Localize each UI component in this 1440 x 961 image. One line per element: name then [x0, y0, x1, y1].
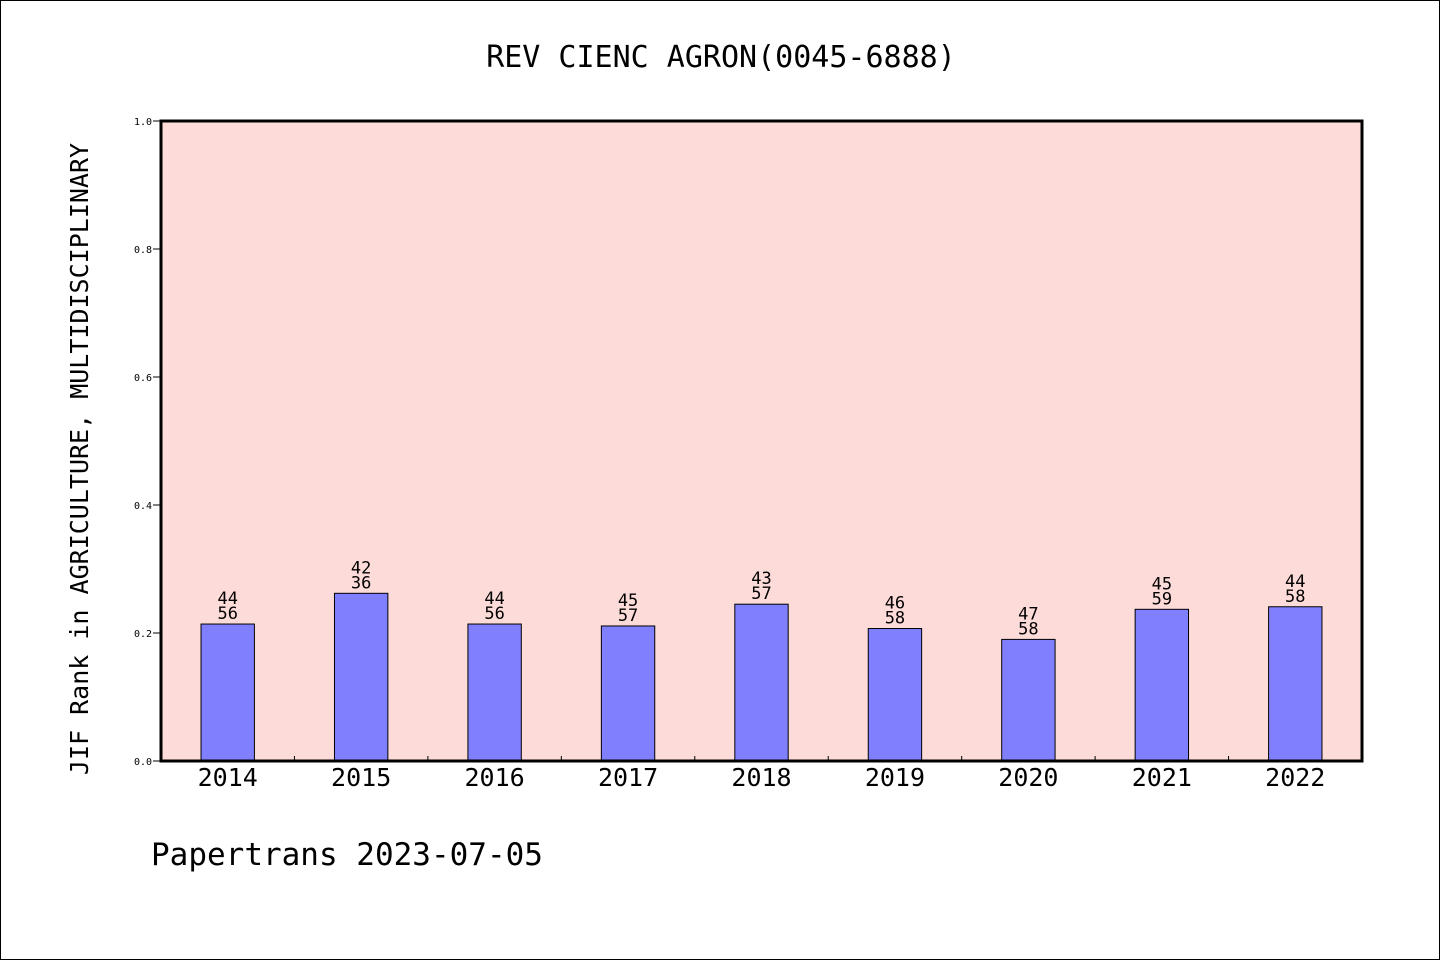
bar-total-label: 57 — [618, 606, 638, 626]
bar-total-label: 57 — [751, 584, 771, 604]
bar-2015 — [333, 592, 389, 762]
x-tick-label: 2017 — [598, 763, 658, 792]
bar-rank-label: 45 — [618, 591, 638, 611]
footer-credit: Papertrans 2023-07-05 — [151, 837, 543, 873]
x-tick-label: 2014 — [198, 763, 258, 792]
y-axis-label: JIF Rank in AGRICULTURE, MULTIDISCIPLINA… — [65, 143, 94, 775]
y-axis: 0.0 0.2 0.4 0.6 0.8 1.0 — [134, 117, 161, 768]
bar-2019 — [867, 628, 923, 762]
x-axis: 2014 2015 2016 2017 2018 2019 2020 2021 2022 — [198, 756, 1325, 792]
y-tick-label: 0.8 — [134, 245, 152, 256]
x-tick-label: 2015 — [331, 763, 391, 792]
bar-total-label: 56 — [217, 604, 237, 624]
y-tick-label: 0.0 — [134, 757, 152, 768]
bar-rank-label: 47 — [1018, 604, 1038, 624]
y-tick-label: 0.6 — [134, 373, 152, 384]
bar-rank-label: 42 — [351, 558, 371, 578]
bar-2018 — [734, 603, 789, 762]
bar-2020 — [1001, 638, 1056, 762]
bar-total-label: 59 — [1152, 589, 1172, 609]
x-tick-label: 2019 — [865, 763, 925, 792]
bar-2022 — [1268, 606, 1323, 762]
x-tick-label: 2021 — [1132, 763, 1192, 792]
bar-2016 — [467, 623, 522, 762]
bar-total-label: 58 — [1285, 587, 1305, 607]
bar-rank-label: 45 — [1152, 574, 1172, 594]
bar-total-label: 36 — [351, 573, 371, 593]
bar-2014 — [200, 623, 255, 762]
y-tick-label: 1.0 — [134, 117, 152, 128]
bar-2021 — [1134, 608, 1190, 762]
x-tick-label: 2022 — [1265, 763, 1325, 792]
bar-rank-label: 44 — [217, 589, 237, 609]
plot-border — [159, 119, 1364, 763]
bar-rank-label: 46 — [885, 594, 905, 614]
bar-rank-label: 43 — [751, 569, 771, 589]
bar-2017 — [600, 625, 656, 762]
x-tick-label: 2016 — [465, 763, 525, 792]
bar-total-label: 56 — [484, 604, 504, 624]
x-tick-label: 2020 — [998, 763, 1058, 792]
y-tick-label: 0.4 — [134, 501, 152, 512]
chart-title: REV CIENC AGRON(0045-6888) — [486, 40, 956, 75]
y-tick-label: 0.2 — [134, 629, 152, 640]
bar-rank-label: 44 — [484, 589, 504, 609]
bar-total-label: 58 — [1018, 619, 1038, 639]
bar-rank-label: 44 — [1285, 572, 1305, 592]
x-tick-label: 2018 — [731, 763, 791, 792]
bar-total-label: 58 — [885, 609, 905, 629]
